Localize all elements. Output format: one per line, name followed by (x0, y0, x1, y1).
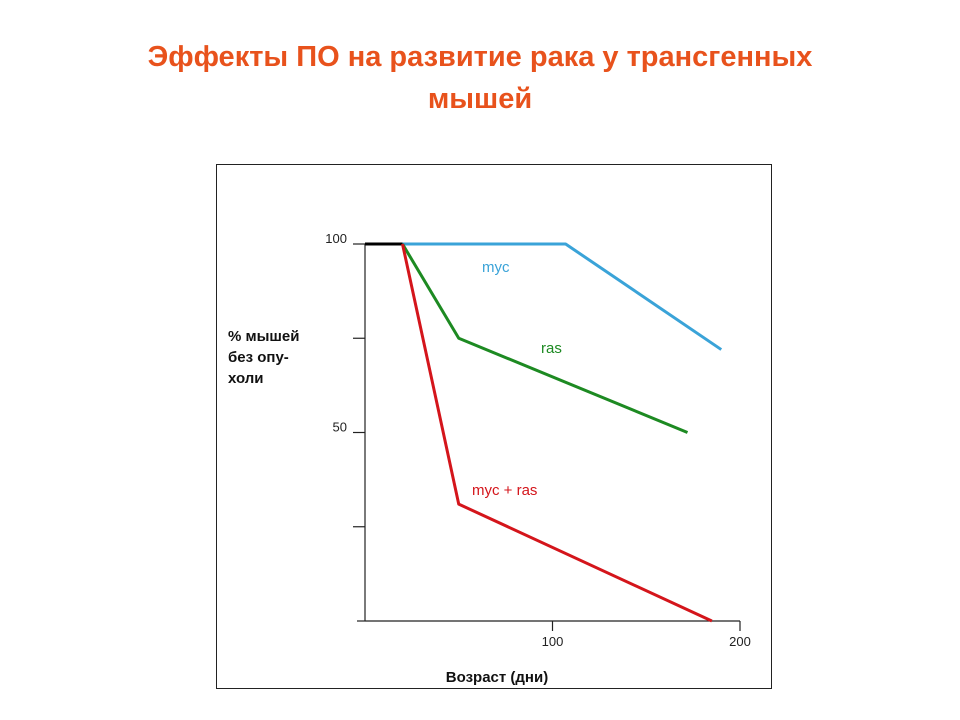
chart-series (365, 242, 723, 623)
title-line-2: мышей (427, 83, 533, 115)
series-label-ras: ras (541, 340, 562, 357)
title-line-1: Эффекты ПО на развитие рака у трансгенны… (147, 41, 813, 73)
slide-title: Эффекты ПО на развитие рака у трансгенны… (60, 36, 900, 120)
y-axis-title-line: % мышей (228, 328, 299, 345)
x-axis-title: Возраст (дни) (446, 669, 548, 686)
chart-frame (216, 164, 772, 689)
y-axis-title-line: холи (228, 370, 264, 387)
series-line-myc-ras (401, 243, 713, 623)
x-tick-label: 200 (729, 634, 751, 649)
chart-axes: 50 100 100 200 (325, 231, 751, 649)
series-line-ras (401, 243, 689, 434)
series-label-myc: myc (482, 259, 510, 276)
series-label-myc-ras: myc + ras (472, 482, 537, 499)
y-axis-title-line: без опу- (228, 349, 289, 366)
series-line-myc (402, 242, 723, 351)
x-tick-label: 100 (542, 634, 564, 649)
chart-labels: Возраст (дни) % мышей без опу-холи myc ras my… (228, 259, 562, 686)
y-tick-label: 50 (333, 420, 347, 435)
y-tick-label: 100 (325, 231, 347, 246)
